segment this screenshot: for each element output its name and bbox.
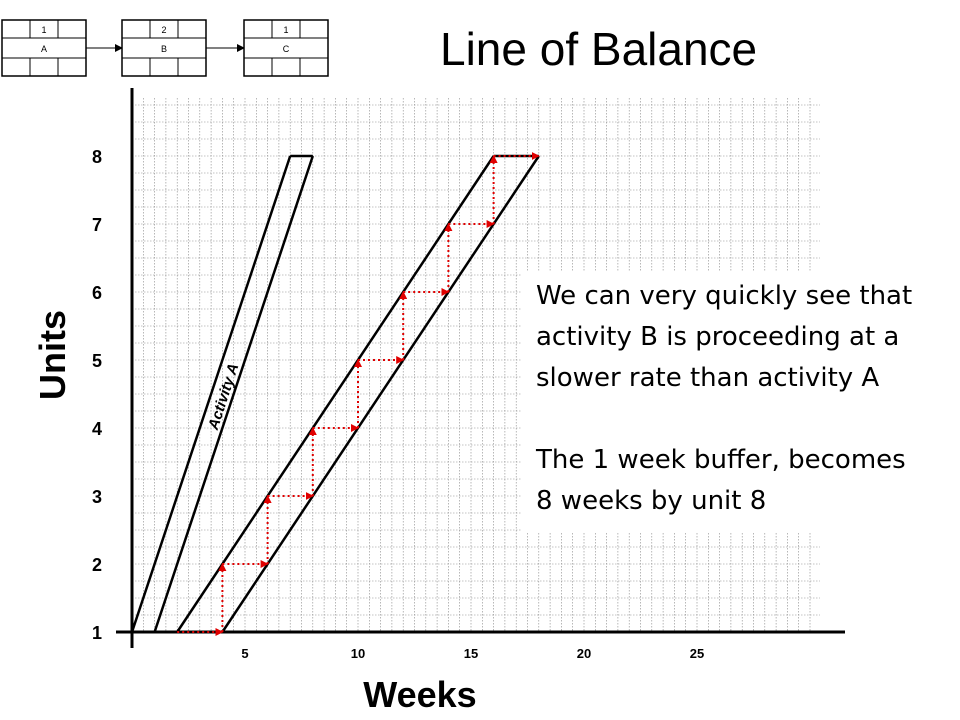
node-duration: 1 [283,25,288,35]
node-label: B [161,44,167,54]
node-box [121,19,207,77]
node-box [243,19,329,77]
y-tick-label: 7 [92,215,102,235]
y-tick-label: 2 [92,555,102,575]
activity-a-start-line [130,155,292,633]
tick-labels: 1 2 3 4 5 6 7 8 5 10 15 20 25 [92,147,704,661]
y-tick-label: 5 [92,351,102,371]
node-duration: 1 [41,25,46,35]
y-tick-label: 6 [92,283,102,303]
x-tick-label: 25 [690,646,704,661]
y-tick-label: 3 [92,487,102,507]
x-tick-label: 5 [241,646,248,661]
note-paragraph-1: We can very quickly see that activity B … [536,281,913,393]
activity-b-finish-line [221,155,540,633]
activity-node-c: 1C [243,19,329,77]
node-label: C [283,44,290,54]
note-paragraph-2: The 1 week buffer, becomes 8 weeks by un… [536,445,906,516]
activity-b-start-line [176,155,495,633]
y-tick-label: 8 [92,147,102,167]
x-axis-label: Weeks [363,674,476,715]
activity-node-b: 2B [121,19,207,77]
node-box [1,19,87,77]
y-tick-label: 4 [92,419,102,439]
y-tick-label: 1 [92,623,102,643]
x-tick-label: 15 [464,646,478,661]
y-axis-label: Units [32,310,73,400]
activity-node-a: 1A [1,19,87,77]
progress-steps [177,152,540,636]
x-tick-label: 20 [577,646,591,661]
explanation-text: We can very quickly see that activity B … [522,272,930,532]
activity-a-finish-line [153,155,314,633]
x-tick-label: 10 [351,646,365,661]
chart-axes [116,88,845,648]
page-title: Line of Balance [440,23,758,75]
node-duration: 2 [161,25,166,35]
activity-lines [130,154,540,633]
node-label: A [41,44,47,54]
